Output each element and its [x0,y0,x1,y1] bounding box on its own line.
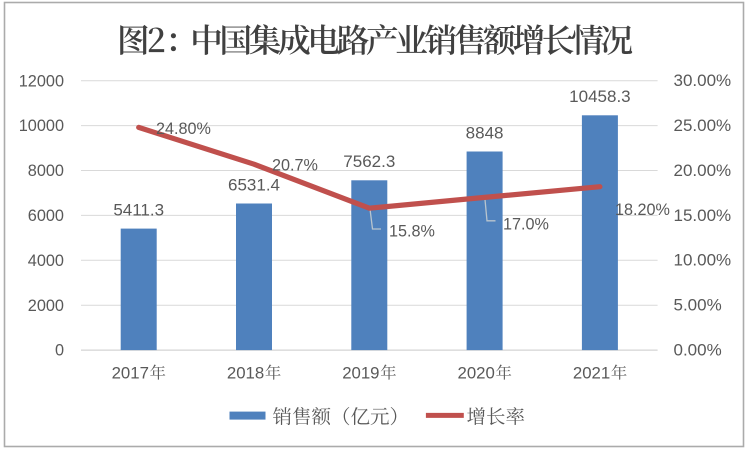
svg-text:24.80%: 24.80% [156,120,211,138]
svg-text:5.00%: 5.00% [674,296,722,315]
svg-text:0: 0 [55,342,64,360]
svg-text:8848: 8848 [466,123,504,142]
svg-text:15.8%: 15.8% [389,223,435,241]
svg-text:4000: 4000 [28,252,64,270]
svg-text:17.0%: 17.0% [503,216,549,234]
svg-text:30.00%: 30.00% [674,71,732,90]
svg-text:15.00%: 15.00% [674,206,732,225]
svg-text:2019: 2019 [342,364,379,383]
svg-text:7562.3: 7562.3 [343,152,395,171]
svg-text:10000: 10000 [19,117,64,135]
svg-text:2017: 2017 [112,364,149,383]
svg-text:6531.4: 6531.4 [228,175,280,194]
svg-text:18.20%: 18.20% [615,201,670,219]
svg-text:20.00%: 20.00% [674,161,732,180]
svg-text:12000: 12000 [19,72,64,90]
svg-text:25.00%: 25.00% [674,116,732,135]
svg-text:10.00%: 10.00% [674,251,732,270]
svg-text:2020: 2020 [458,364,495,383]
svg-text:2018: 2018 [227,364,264,383]
svg-text:2000: 2000 [28,297,64,315]
svg-text:0.00%: 0.00% [674,341,722,360]
svg-text:10458.3: 10458.3 [569,87,630,106]
svg-text:6000: 6000 [28,207,64,225]
svg-text:2021: 2021 [573,364,610,383]
svg-text:20.7%: 20.7% [272,156,318,174]
svg-text:8000: 8000 [28,162,64,180]
svg-text:5411.3: 5411.3 [113,200,164,219]
